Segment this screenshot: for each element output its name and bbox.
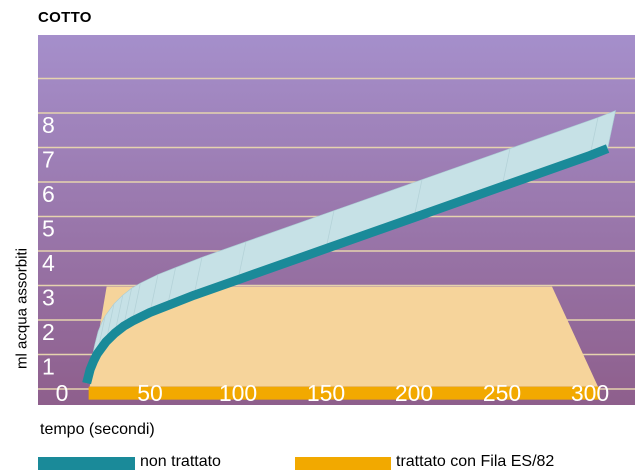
x-axis-label: tempo (secondi)	[40, 421, 155, 438]
ribbon-streak	[237, 241, 247, 280]
ribbon-streak	[325, 210, 335, 249]
x-tick-label: 150	[307, 380, 345, 406]
y-tick-label: 4	[42, 250, 55, 276]
tick-labels: 0 50 100 150 200 250 300 1 2 3 4 5 6 7 8	[42, 112, 609, 406]
legend-swatch-non-trattato	[38, 457, 135, 470]
ribbon-streak	[149, 274, 159, 313]
y-axis-label: ml acqua assorbiti	[13, 248, 31, 369]
x-tick-label: 200	[395, 380, 433, 406]
chart-title: COTTO	[38, 9, 92, 26]
x-tick-label: 300	[571, 380, 609, 406]
treated-area	[89, 286, 598, 387]
y-tick-label: 2	[42, 319, 55, 345]
untreated-series-line	[82, 144, 610, 385]
ribbon-streak	[123, 288, 132, 327]
x-tick-label: 50	[137, 380, 163, 406]
ribbon-streak	[501, 148, 511, 187]
y-tick-label: 1	[42, 354, 55, 380]
ribbon-streak	[589, 117, 599, 156]
legend-label-non-trattato: non trattato	[140, 453, 221, 470]
series-areas	[82, 110, 617, 400]
ribbon-streak	[413, 179, 423, 218]
y-tick-label: 8	[42, 112, 55, 138]
ribbon-streak	[132, 283, 141, 322]
ribbon-streak	[167, 267, 176, 306]
treated-series-bar	[88, 386, 600, 400]
ribbon-streak	[193, 257, 203, 296]
y-tick-label: 7	[42, 147, 55, 173]
x-tick-label: 250	[483, 380, 521, 406]
y-tick-label: 5	[42, 216, 55, 242]
legend-swatch-trattato	[295, 457, 391, 470]
x-tick-label: 100	[219, 380, 257, 406]
x-tick-label: 0	[56, 380, 69, 406]
y-tick-label: 3	[42, 285, 55, 311]
legend-label-trattato: trattato con Fila ES/82	[396, 453, 555, 470]
y-tick-label: 6	[42, 181, 55, 207]
